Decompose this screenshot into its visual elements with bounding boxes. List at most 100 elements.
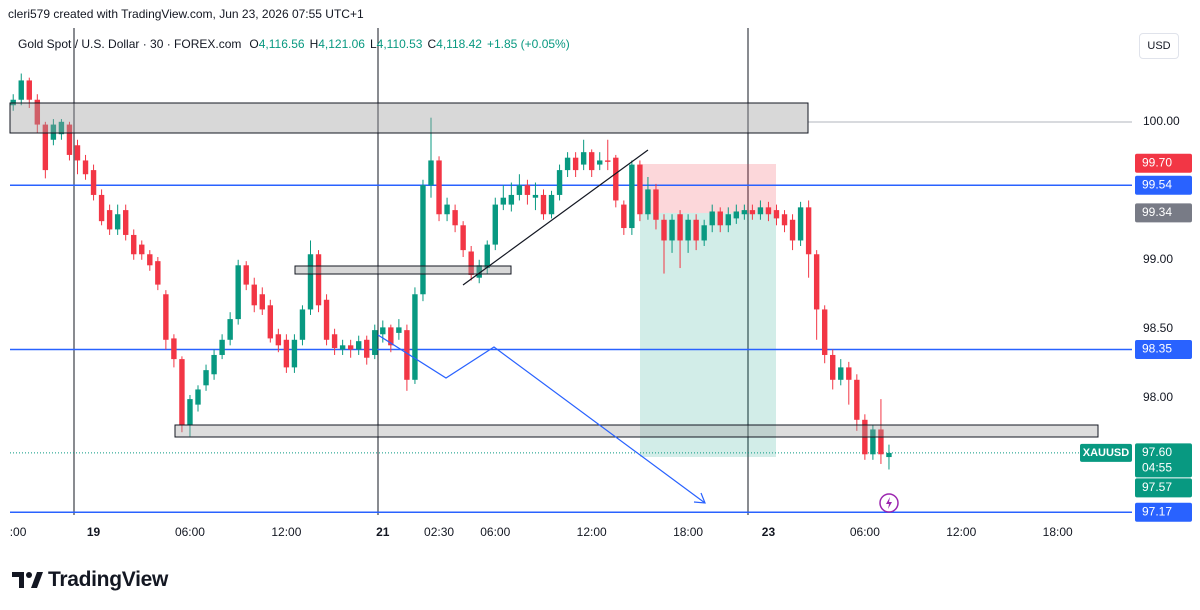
price-tag-label: 98.35	[1142, 342, 1172, 356]
candle-body	[315, 254, 322, 306]
price-tag	[1135, 339, 1192, 359]
candle-body	[717, 211, 723, 226]
x-tick-label: 12:00	[577, 525, 607, 539]
candle-body	[661, 219, 667, 241]
x-tick-label: 06:00	[175, 525, 205, 539]
candle-body	[878, 429, 884, 455]
candle-body	[701, 225, 707, 241]
candle-body	[34, 99, 41, 125]
arrow-head	[693, 492, 706, 504]
candle-body	[452, 210, 458, 226]
ohlc-value: 4,121.06	[318, 37, 365, 51]
x-tick-label: 06:00	[480, 525, 510, 539]
x-tick-label: 12:00	[271, 525, 301, 539]
candle-body	[540, 194, 547, 215]
countdown: 04:55	[1142, 461, 1172, 475]
candle-body	[765, 207, 772, 215]
candle-body	[139, 244, 145, 255]
candle-body	[219, 339, 225, 355]
price-tag-label: 97.17	[1142, 504, 1172, 518]
candle-body	[331, 334, 338, 349]
x-tick-label: :00	[10, 525, 27, 539]
candle-body	[548, 194, 555, 215]
currency-button[interactable]: USD	[1139, 33, 1179, 59]
candle-body	[870, 429, 876, 455]
candle-body	[854, 379, 860, 420]
candle-body	[637, 164, 643, 215]
candle-body	[460, 225, 466, 251]
candle-body	[500, 197, 507, 205]
candle-body	[114, 214, 121, 230]
candle-body	[838, 367, 844, 380]
candles	[10, 73, 892, 470]
candle-body	[187, 399, 193, 426]
candle-body	[58, 121, 65, 135]
candle-body	[412, 294, 418, 380]
candle-body	[685, 219, 691, 241]
x-tick-label: 06:00	[850, 525, 880, 539]
candle-body	[106, 210, 113, 230]
candle-body	[163, 294, 169, 340]
x-tick-label: 02:30	[424, 525, 454, 539]
candle-body	[821, 309, 828, 355]
drawings-over	[9, 102, 1099, 513]
candle-body	[629, 164, 635, 229]
candle-body	[613, 157, 619, 201]
candle-body	[773, 210, 780, 219]
candle-body	[781, 214, 788, 226]
event-bolt	[886, 497, 892, 509]
candle-body	[749, 210, 756, 215]
y-tick-label: 100.00	[1143, 114, 1180, 128]
candle-body	[380, 327, 386, 335]
candle-body	[179, 359, 185, 426]
candle-body	[388, 327, 394, 346]
zone-rect	[174, 424, 1099, 438]
brand: TradingView	[48, 568, 169, 591]
candle-body	[805, 207, 812, 255]
symbol-tag-label: XAUUSD	[1083, 447, 1130, 459]
candle-body	[532, 194, 539, 198]
candle-body	[725, 214, 731, 226]
candle-body	[444, 204, 450, 215]
logo-mark	[12, 572, 43, 588]
candle-body	[484, 244, 490, 269]
candle-body	[259, 294, 265, 310]
candle-body	[436, 160, 442, 215]
y-tick-label: 99.00	[1143, 252, 1173, 266]
candle-body	[516, 185, 523, 195]
x-tick-label: 18:00	[1043, 525, 1073, 539]
zone-rect	[294, 265, 512, 275]
price-scale: 98.00 98.50 99.00 100.00 99.70 99.54 99.34 98.3…	[1080, 114, 1192, 522]
symbol-tag	[1080, 443, 1132, 462]
candle-body	[26, 80, 32, 100]
candle-body	[396, 327, 402, 333]
candle-body	[251, 284, 257, 306]
candle-body	[830, 354, 836, 380]
candle-body	[588, 152, 595, 171]
zone-rect	[9, 102, 809, 134]
candle-body	[677, 214, 683, 241]
price-tag	[1135, 203, 1192, 223]
candle-body	[653, 189, 659, 220]
candle-body	[243, 265, 249, 285]
ohlc-key: H	[309, 37, 319, 51]
candle-body	[291, 339, 298, 368]
candle-body	[428, 160, 434, 186]
ohlc-value: 4,110.53	[376, 37, 423, 51]
candle-body	[18, 80, 24, 100]
candle-body	[122, 210, 129, 235]
x-tick-label: 21	[376, 525, 390, 539]
price-tag-label: 97.60	[1142, 445, 1172, 459]
price-tag-label: 99.70	[1142, 155, 1172, 169]
change: +1.85 (+0.05%)	[486, 37, 570, 51]
candle-body	[82, 160, 89, 175]
y-tick-label: 98.50	[1143, 321, 1173, 335]
candle-body	[404, 330, 410, 380]
path-arrow	[377, 334, 706, 504]
candle-body	[275, 334, 282, 346]
ohlc-key: O	[249, 37, 259, 51]
price-tag	[1135, 175, 1192, 195]
price-tag	[1135, 502, 1192, 522]
